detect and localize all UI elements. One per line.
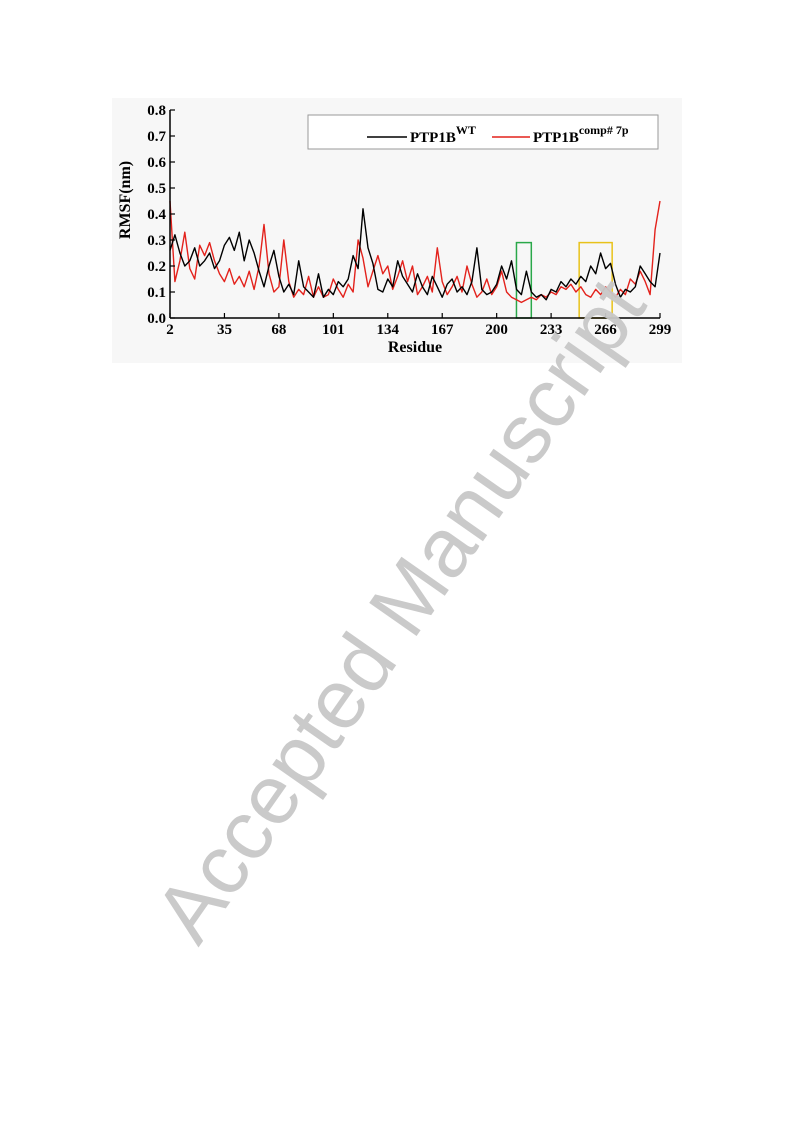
accepted-manuscript-watermark: Accepted Manuscript [136,261,664,958]
y-tick-label: 0.0 [147,311,166,327]
x-tick-label: 299 [649,322,672,338]
x-tick-label: 35 [217,322,232,338]
legend-box [307,114,659,150]
y-tick-label: 0.8 [147,103,166,119]
y-tick-label: 0.4 [147,207,166,223]
x-tick-label: 2 [166,322,174,338]
y-tick-label: 0.1 [147,285,166,301]
axes-layer: 0.0 0.1 0.2 0.3 0.4 0.5 0.6 0.7 0.8 2 35 68 101 134 16… [147,103,671,338]
x-tick-label: 68 [271,322,286,338]
x-tick-label: 266 [594,322,617,338]
y-tick-label: 0.7 [147,129,166,145]
series-line-comp7p [169,200,661,304]
x-tick-label: 233 [540,322,563,338]
figure-panel: 0.0 0.1 0.2 0.3 0.4 0.5 0.6 0.7 0.8 2 35 68 101 134 16… [112,98,682,363]
x-tick-label: 101 [322,322,345,338]
x-axis-title: Residue [388,339,442,356]
y-tick-label: 0.6 [147,155,166,171]
series-line-wt [169,208,661,301]
y-tick-label: 0.2 [147,259,166,275]
x-tick-label: 167 [431,322,454,338]
x-tick-label: 200 [485,322,508,338]
y-tick-label: 0.3 [147,233,166,249]
rmsf-chart: 0.0 0.1 0.2 0.3 0.4 0.5 0.6 0.7 0.8 2 35 68 101 134 16… [117,103,671,356]
legend-superscript-2: comp# 7p [579,123,629,137]
x-tick-label: 134 [377,322,400,338]
legend-superscript-1: WT [456,123,476,137]
legend: PTP1BWT PTP1Bcomp# 7p [307,114,659,150]
highlight-layer [515,241,613,319]
series-layer [169,200,661,304]
y-tick-label: 0.5 [147,181,166,197]
y-axis-title: RMSF(nm) [117,161,134,239]
